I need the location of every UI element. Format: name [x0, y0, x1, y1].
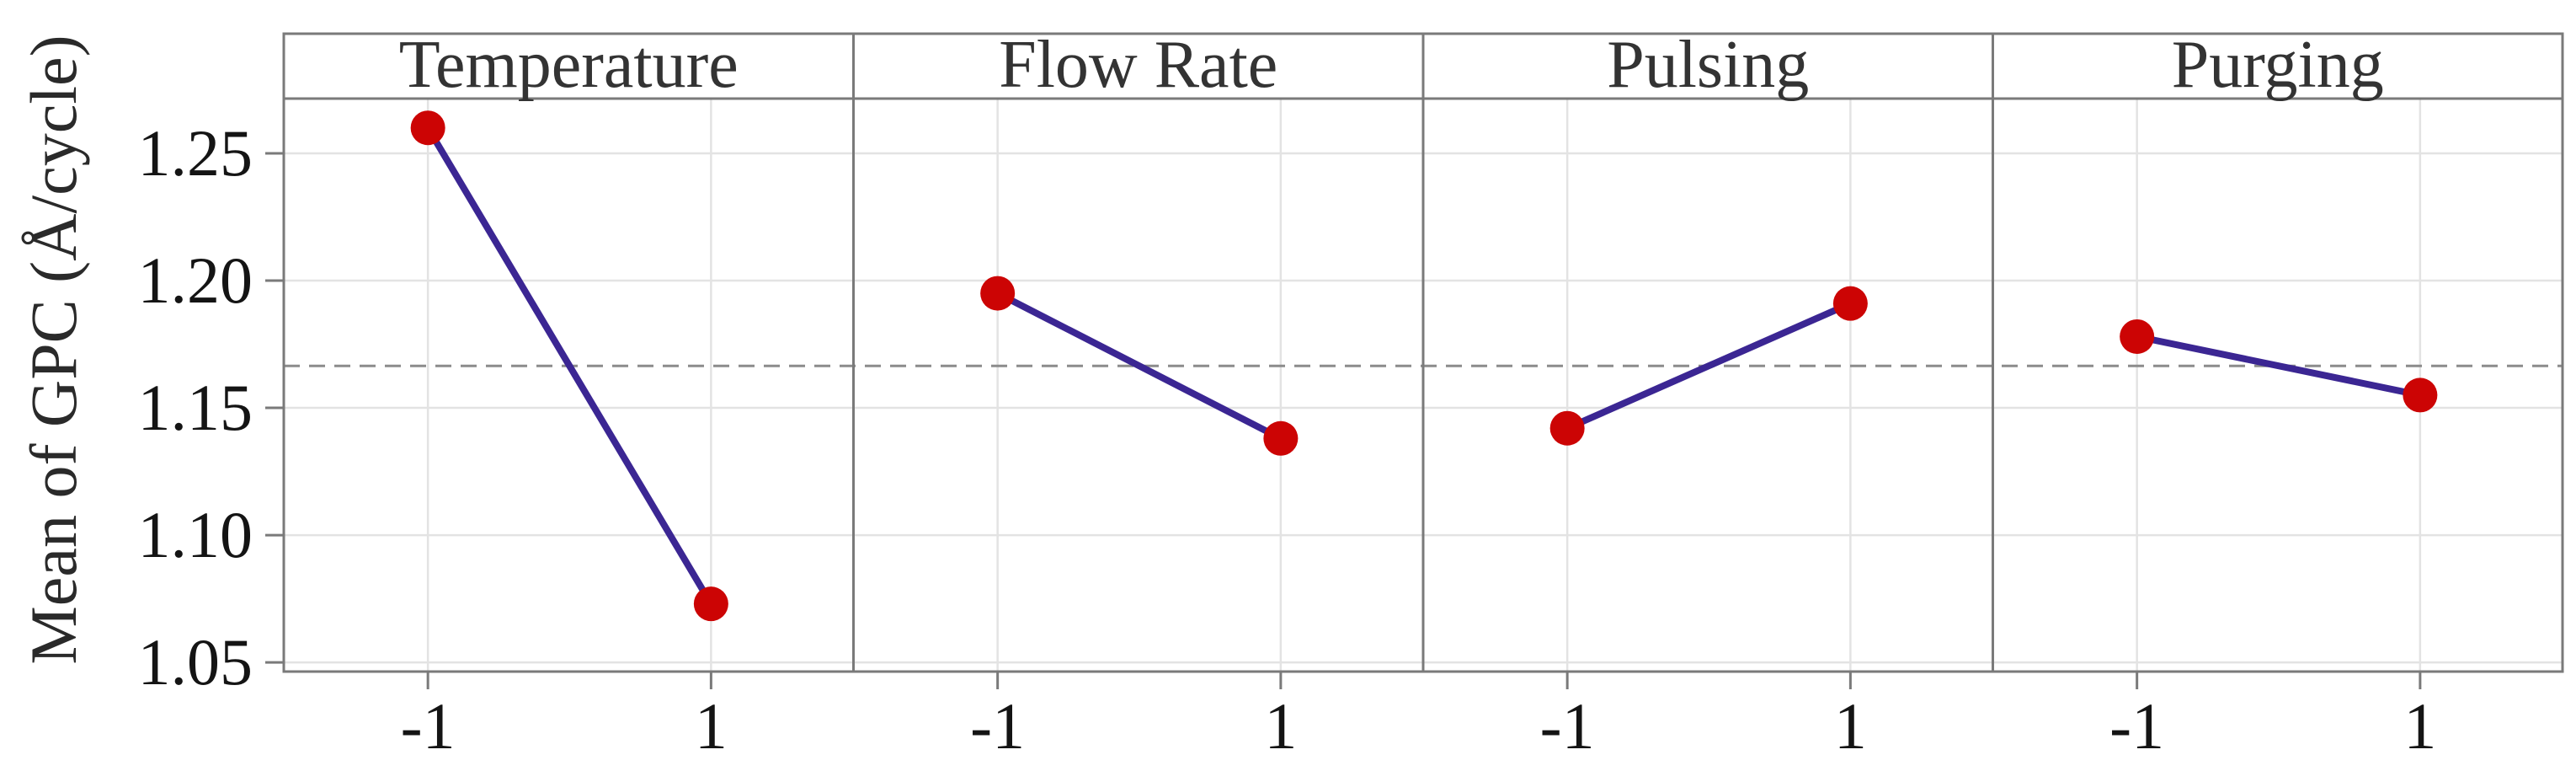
panel-title: Purging [2171, 28, 2384, 102]
y-tick-label: 1.10 [137, 498, 253, 572]
effect-line [424, 124, 715, 608]
data-point [1549, 410, 1585, 446]
y-tick-label: 1.15 [137, 371, 253, 445]
panel-border [1992, 32, 2564, 673]
x-tick-label: -1 [1539, 689, 1595, 763]
x-tick-label: -1 [2109, 689, 2165, 763]
y-tick-label: 1.20 [137, 243, 253, 317]
x-tick-label: 1 [1264, 689, 1298, 763]
data-point [2120, 319, 2155, 354]
x-tick-label: 1 [1833, 689, 1867, 763]
panel-title: Flow Rate [999, 28, 1278, 102]
effect-line [994, 290, 1284, 442]
y-tick-label: 1.05 [137, 625, 253, 699]
data-point [693, 586, 728, 622]
data-point [2403, 377, 2438, 413]
effect-line [2133, 333, 2424, 399]
panel-title: Temperature [398, 28, 739, 102]
data-point [1832, 286, 1868, 321]
panel-title: Pulsing [1607, 28, 1810, 102]
data-point [980, 276, 1016, 311]
panel-border [852, 32, 1425, 673]
x-tick-label: 1 [694, 689, 728, 763]
effect-line [1564, 300, 1854, 432]
data-point [1263, 420, 1299, 456]
data-point [410, 110, 445, 146]
x-tick-label: -1 [970, 689, 1026, 763]
x-tick-label: 1 [2403, 689, 2437, 763]
panel-border [1421, 32, 1994, 673]
panel-border [282, 32, 855, 673]
x-tick-label: -1 [400, 689, 456, 763]
y-tick-label: 1.25 [137, 115, 253, 190]
